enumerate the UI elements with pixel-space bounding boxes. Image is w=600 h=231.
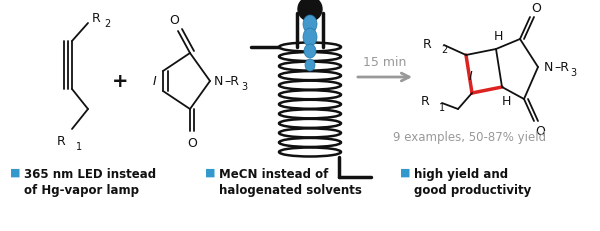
Text: halogenated solvents: halogenated solvents xyxy=(219,183,362,196)
Text: ■: ■ xyxy=(10,167,20,177)
Text: 365 nm LED instead: 365 nm LED instead xyxy=(24,167,156,180)
Text: ■: ■ xyxy=(205,167,215,177)
Text: +: + xyxy=(112,72,128,91)
Text: –R: –R xyxy=(224,75,239,88)
Text: 3: 3 xyxy=(241,82,247,92)
Text: O: O xyxy=(169,13,179,26)
Ellipse shape xyxy=(304,45,316,59)
Ellipse shape xyxy=(303,29,317,47)
Text: MeCN instead of: MeCN instead of xyxy=(219,167,328,180)
Text: O: O xyxy=(535,125,545,138)
Text: ■: ■ xyxy=(400,167,410,177)
Text: 1: 1 xyxy=(439,103,445,112)
Text: of Hg-vapor lamp: of Hg-vapor lamp xyxy=(24,183,139,196)
Text: N: N xyxy=(214,75,223,88)
Text: R: R xyxy=(423,37,432,50)
Text: 1: 1 xyxy=(76,141,82,151)
Ellipse shape xyxy=(303,16,317,34)
Text: O: O xyxy=(187,137,197,150)
Text: H: H xyxy=(502,95,511,108)
Circle shape xyxy=(298,0,322,22)
Text: I: I xyxy=(153,75,157,88)
Text: high yield and: high yield and xyxy=(414,167,508,180)
Text: 2: 2 xyxy=(441,45,447,55)
Text: good productivity: good productivity xyxy=(414,183,531,196)
Text: O: O xyxy=(531,1,541,14)
Ellipse shape xyxy=(305,60,315,72)
Text: –R: –R xyxy=(554,61,569,74)
Text: 15 min: 15 min xyxy=(364,55,407,68)
Text: R: R xyxy=(421,95,430,108)
Text: R: R xyxy=(92,12,101,24)
Text: 3: 3 xyxy=(570,68,576,78)
Text: R: R xyxy=(57,135,66,148)
Text: H: H xyxy=(493,30,503,43)
Text: I: I xyxy=(469,70,473,83)
Text: 9 examples, 50-87% yield: 9 examples, 50-87% yield xyxy=(394,131,547,144)
Text: 2: 2 xyxy=(104,19,110,29)
Text: N: N xyxy=(544,61,553,74)
